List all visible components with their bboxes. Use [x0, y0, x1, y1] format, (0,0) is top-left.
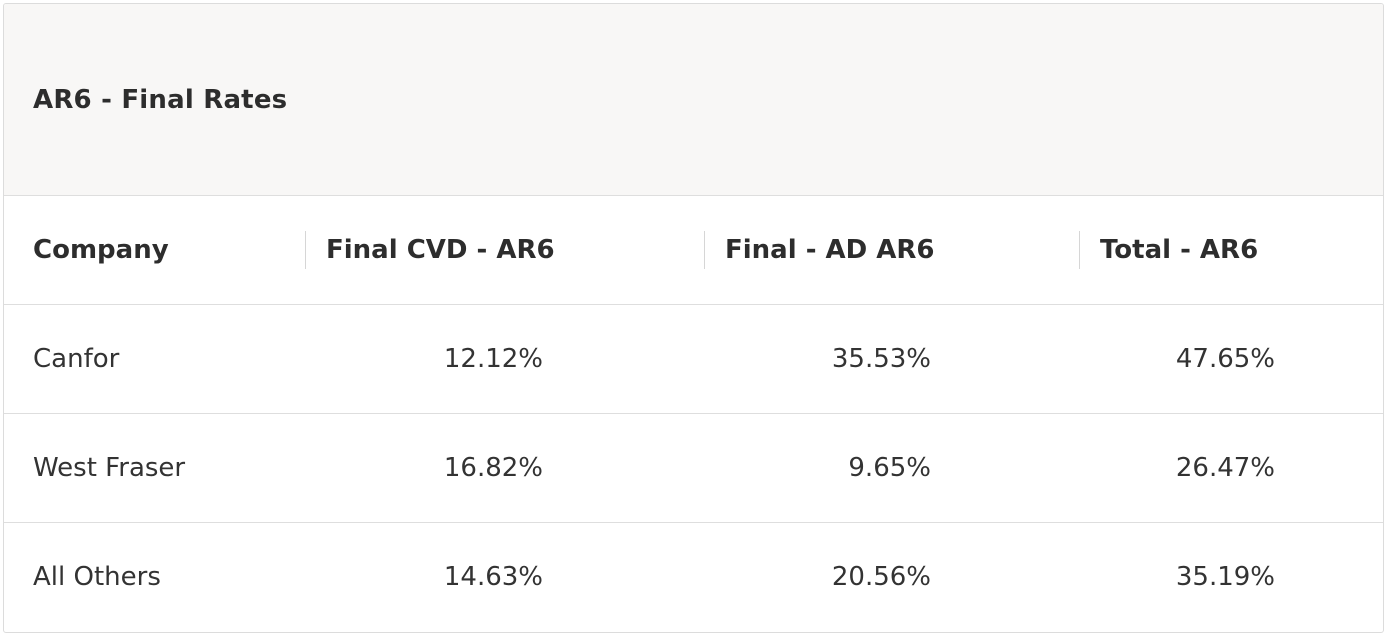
table-title: AR6 - Final Rates [33, 85, 288, 115]
final-cvd-cell: 16.82% [443, 453, 543, 483]
column-divider [1079, 231, 1080, 269]
total-cell: 47.65% [1175, 344, 1275, 374]
column-divider [704, 231, 705, 269]
company-cell: All Others [33, 562, 161, 592]
table-row: West Fraser 16.82% 9.65% 26.47% [4, 414, 1383, 523]
company-cell: Canfor [33, 344, 120, 374]
column-divider [305, 231, 306, 269]
final-cvd-cell: 12.12% [443, 344, 543, 374]
final-cvd-cell: 14.63% [443, 562, 543, 592]
header-final-ad: Final - AD AR6 [725, 235, 935, 265]
header-total: Total - AR6 [1100, 235, 1259, 265]
table-row: All Others 14.63% 20.56% 35.19% [4, 523, 1383, 632]
final-ad-cell: 20.56% [831, 562, 931, 592]
rates-table: AR6 - Final Rates Company Final CVD - AR… [3, 3, 1384, 633]
header-company: Company [33, 235, 169, 265]
header-final-cvd: Final CVD - AR6 [326, 235, 555, 265]
table-caption: AR6 - Final Rates [4, 4, 1383, 196]
final-ad-cell: 9.65% [848, 453, 931, 483]
company-cell: West Fraser [33, 453, 186, 483]
total-cell: 26.47% [1175, 453, 1275, 483]
total-cell: 35.19% [1175, 562, 1275, 592]
final-ad-cell: 35.53% [831, 344, 931, 374]
table-header-row: Company Final CVD - AR6 Final - AD AR6 T… [4, 196, 1383, 305]
table-row: Canfor 12.12% 35.53% 47.65% [4, 305, 1383, 414]
